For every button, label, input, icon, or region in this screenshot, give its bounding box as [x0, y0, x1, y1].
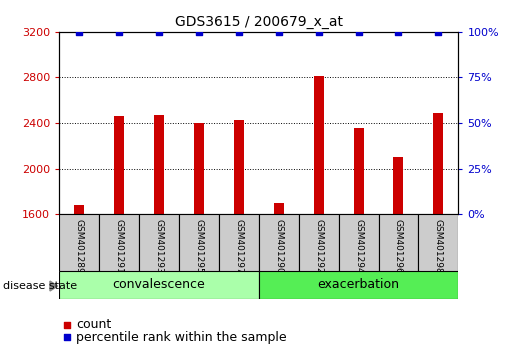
Text: GSM401289: GSM401289	[75, 219, 83, 273]
Point	[315, 29, 323, 35]
Text: convalescence: convalescence	[113, 279, 205, 291]
Bar	[99, 214, 139, 271]
Text: GSM401298: GSM401298	[434, 219, 443, 273]
Bar	[274, 203, 284, 214]
Bar	[299, 214, 339, 271]
Point	[394, 29, 403, 35]
Bar	[139, 214, 179, 271]
Point	[354, 29, 363, 35]
Point	[63, 334, 71, 340]
Bar	[354, 128, 364, 214]
Title: GDS3615 / 200679_x_at: GDS3615 / 200679_x_at	[175, 16, 343, 29]
Point	[235, 29, 243, 35]
Point	[63, 322, 71, 327]
Point	[155, 29, 163, 35]
Text: GSM401292: GSM401292	[314, 219, 323, 273]
Bar	[194, 123, 204, 214]
Polygon shape	[50, 281, 58, 291]
Bar	[59, 214, 99, 271]
Text: GSM401290: GSM401290	[274, 219, 283, 273]
Bar	[234, 120, 244, 214]
Text: percentile rank within the sample: percentile rank within the sample	[76, 331, 287, 343]
Bar	[259, 271, 458, 299]
Text: exacerbation: exacerbation	[318, 279, 400, 291]
Bar	[59, 271, 259, 299]
Point	[274, 29, 283, 35]
Point	[115, 29, 123, 35]
Text: GSM401295: GSM401295	[195, 219, 203, 273]
Text: GSM401297: GSM401297	[234, 219, 243, 273]
Bar	[114, 116, 124, 214]
Bar	[314, 76, 323, 214]
Bar	[154, 115, 164, 214]
Text: GSM401293: GSM401293	[154, 219, 163, 273]
Point	[75, 29, 83, 35]
Bar	[259, 214, 299, 271]
Text: disease state: disease state	[3, 281, 77, 291]
Bar	[339, 214, 379, 271]
Bar	[434, 113, 443, 214]
Text: GSM401296: GSM401296	[394, 219, 403, 273]
Point	[195, 29, 203, 35]
Bar	[179, 214, 219, 271]
Bar	[379, 214, 418, 271]
Text: GSM401294: GSM401294	[354, 219, 363, 273]
Bar	[418, 214, 458, 271]
Text: GSM401291: GSM401291	[115, 219, 124, 273]
Text: count: count	[76, 318, 111, 331]
Bar	[219, 214, 259, 271]
Bar	[393, 157, 403, 214]
Point	[434, 29, 442, 35]
Bar	[74, 205, 84, 214]
